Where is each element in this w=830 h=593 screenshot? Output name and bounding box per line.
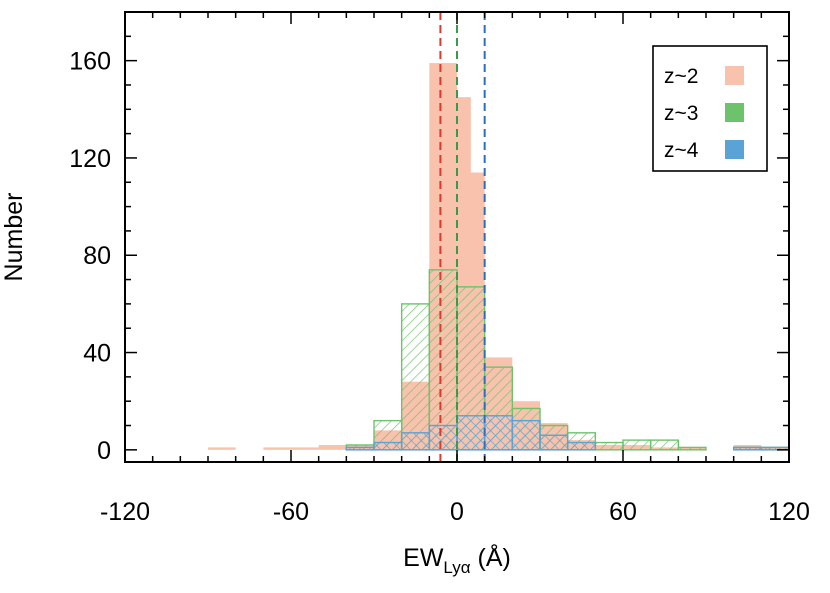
- bar-crosshatch: [761, 447, 789, 450]
- series-z3: [345, 269, 790, 451]
- bar: [428, 269, 458, 451]
- bar: [649, 439, 680, 451]
- legend-box: [652, 45, 768, 172]
- x-tick-label: 60: [609, 498, 637, 526]
- legend-swatch: [725, 66, 744, 85]
- y-tick-labels: 0 40 80 120 160: [69, 48, 111, 465]
- bar: [622, 439, 652, 451]
- x-tick-label: -120: [100, 498, 150, 526]
- x-tick-label: 120: [768, 498, 810, 526]
- y-tick-label: 120: [69, 145, 111, 173]
- legend-label: z~2: [664, 65, 698, 88]
- x-tick-labels: -120 -60 0 60 120: [100, 498, 810, 526]
- x-tick-label: 0: [450, 498, 464, 526]
- bar-crosshatch: [457, 415, 485, 450]
- bar: [291, 447, 319, 450]
- bar: [263, 447, 291, 450]
- bar-crosshatch: [401, 432, 430, 450]
- legend-swatch: [725, 103, 744, 122]
- bar: [400, 303, 431, 451]
- x-axis-title-subscript: Lyα: [443, 558, 470, 577]
- axis-ticks: [124, 12, 790, 462]
- bar: [208, 447, 236, 450]
- bar-crosshatch: [540, 435, 568, 450]
- y-tick-label: 40: [83, 340, 111, 368]
- y-tick-label: 160: [69, 48, 111, 76]
- bar-crosshatch: [567, 442, 596, 450]
- legend-swatch: [725, 140, 744, 159]
- legend-label: z~3: [664, 102, 698, 125]
- y-axis-title: Number: [0, 193, 28, 282]
- bar: [677, 446, 707, 451]
- bar-crosshatch: [346, 447, 374, 450]
- x-tick-label: -60: [273, 498, 309, 526]
- plot-area: [208, 12, 790, 462]
- bar: [318, 444, 347, 450]
- bar-crosshatch: [733, 447, 762, 450]
- y-tick-label: 0: [97, 437, 111, 465]
- y-tick-label: 80: [83, 242, 111, 270]
- bar-crosshatch: [429, 425, 457, 450]
- bar-crosshatch: [374, 442, 402, 450]
- legend: z~2 z~3 z~4: [652, 45, 768, 172]
- bar-crosshatch: [484, 415, 513, 450]
- bar: [594, 441, 624, 451]
- x-axis-title: EWLyα (Å): [403, 542, 511, 577]
- bar-crosshatch: [512, 420, 540, 450]
- legend-label: z~4: [664, 139, 699, 162]
